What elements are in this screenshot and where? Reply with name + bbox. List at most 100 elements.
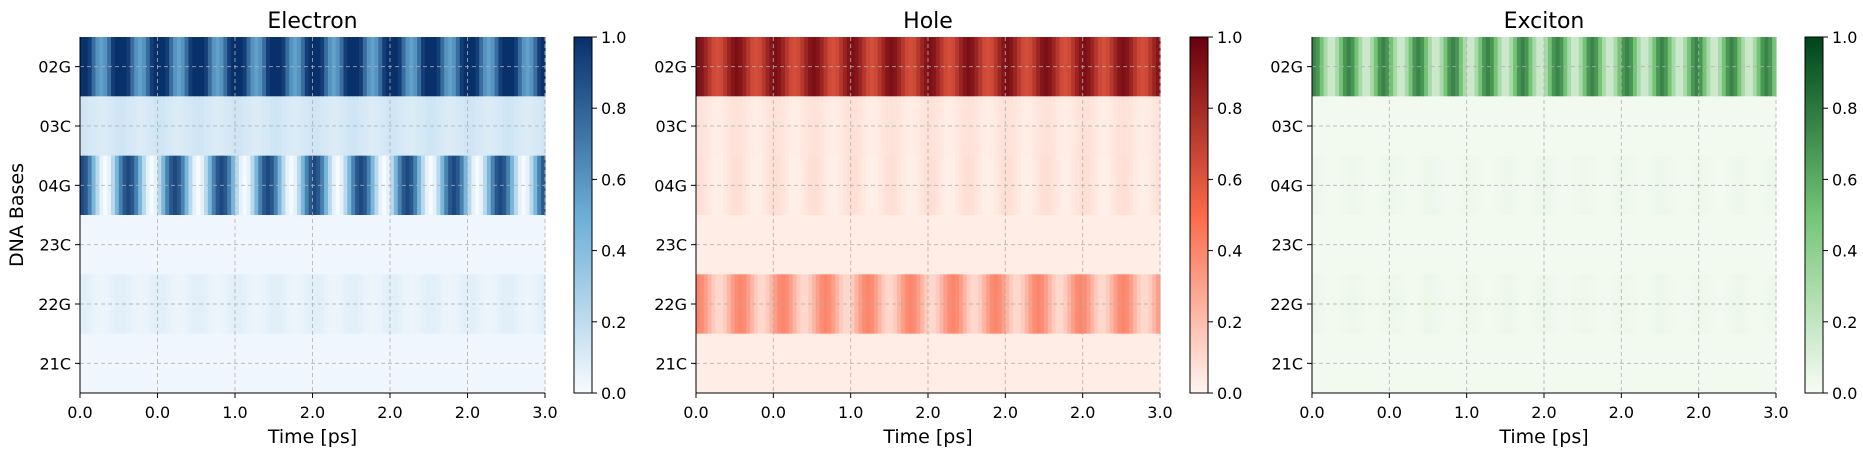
heatmap-cell xyxy=(1594,333,1599,394)
heatmap-cell xyxy=(525,274,531,335)
heatmap-cell xyxy=(378,215,383,275)
heatmap-cell xyxy=(993,37,999,97)
heatmap-cell xyxy=(138,274,143,335)
heatmap-cell xyxy=(1516,37,1522,97)
heatmap-cell xyxy=(1377,96,1383,157)
heatmap-cell xyxy=(1679,333,1684,394)
heatmap-cell xyxy=(1582,274,1588,335)
heatmap-cell xyxy=(273,155,279,216)
heatmap-cell xyxy=(440,96,445,157)
heatmap-cell xyxy=(1315,274,1321,335)
y-tick-label: 22G xyxy=(38,295,71,314)
heatmap-cell xyxy=(726,96,732,157)
heatmap-cell xyxy=(1001,37,1006,97)
heatmap-cell xyxy=(215,155,221,216)
heatmap-cell xyxy=(1574,37,1580,97)
heatmap-cell xyxy=(173,155,178,216)
heatmap-cell xyxy=(293,96,298,157)
heatmap-cell xyxy=(1636,96,1642,157)
heatmap-cell xyxy=(448,37,453,97)
panel-title: Exciton xyxy=(1504,9,1585,34)
heatmap-cell xyxy=(250,155,255,216)
heatmap-cell xyxy=(1342,333,1348,394)
heatmap-cell xyxy=(467,274,472,335)
heatmap-cell xyxy=(873,274,879,335)
heatmap-cell xyxy=(916,215,921,275)
heatmap-cell xyxy=(196,37,201,97)
heatmap-cell xyxy=(839,37,844,97)
heatmap-cell xyxy=(1055,155,1061,216)
heatmap-cell xyxy=(719,274,724,335)
heatmap-cell xyxy=(126,274,131,335)
heatmap-cell xyxy=(320,37,325,97)
heatmap-cell xyxy=(1342,96,1348,157)
heatmap-cell xyxy=(173,37,178,97)
heatmap-cell xyxy=(707,37,713,97)
heatmap-cell xyxy=(1574,155,1580,216)
heatmap-cell xyxy=(1497,155,1503,216)
heatmap-cell xyxy=(273,333,279,394)
x-tick-label: 2.0 xyxy=(1609,403,1634,422)
heatmap-cell xyxy=(726,333,732,394)
heatmap-cell xyxy=(1748,96,1754,157)
heatmap-cell xyxy=(1335,96,1340,157)
heatmap-cell xyxy=(812,96,817,157)
heatmap-cell xyxy=(1663,274,1669,335)
heatmap-cell xyxy=(1055,37,1061,97)
heatmap-cell xyxy=(467,333,472,394)
heatmap-cell xyxy=(510,274,515,335)
heatmap-cell xyxy=(1098,155,1103,216)
heatmap-cell xyxy=(138,96,143,157)
heatmap-cell xyxy=(266,155,271,216)
y-tick-label: 02G xyxy=(1270,58,1303,77)
heatmap-cell xyxy=(250,215,255,275)
colorbar-tick-label: 1.0 xyxy=(1832,28,1857,47)
heatmap-cell xyxy=(328,215,333,275)
heatmap-cell xyxy=(483,333,488,394)
heatmap-cell xyxy=(1412,333,1417,394)
heatmap-cell xyxy=(1428,215,1433,275)
heatmap-cell xyxy=(1435,333,1441,394)
heatmap-cell xyxy=(525,215,531,275)
heatmap-cell xyxy=(900,37,906,97)
heatmap-cell xyxy=(231,274,236,335)
heatmap-cell xyxy=(475,333,480,394)
heatmap-cell xyxy=(1001,333,1006,394)
panel-hole: 0.0 0.0 1.0 2.0 2.0 2.0 3.0 02G 03C 04G 23C 22G 21C H… xyxy=(654,9,1242,448)
heatmap-cell xyxy=(215,215,221,275)
heatmap-cell xyxy=(1470,333,1475,394)
heatmap-cell xyxy=(1482,37,1487,97)
heatmap-cell xyxy=(1524,96,1530,157)
heatmap-cell xyxy=(1420,96,1425,157)
heatmap-cell xyxy=(1028,96,1033,157)
heatmap-cell xyxy=(873,96,879,157)
y-tick-label: 02G xyxy=(654,58,687,77)
heatmap-cell xyxy=(719,37,724,97)
heatmap-cell xyxy=(83,215,89,275)
heatmap-cell xyxy=(335,333,341,394)
heatmap-cell xyxy=(1132,333,1138,394)
heatmap-cell xyxy=(1001,274,1006,335)
heatmap-cell xyxy=(1090,215,1095,275)
heatmap-cell xyxy=(1036,155,1041,216)
heatmap-cell xyxy=(273,274,279,335)
heatmap-cell xyxy=(432,333,438,394)
heatmap-cell xyxy=(1706,274,1711,335)
heatmap-cell xyxy=(1125,274,1130,335)
heatmap-cell xyxy=(1617,37,1622,97)
heatmap-cell xyxy=(1370,333,1375,394)
heatmap-cell xyxy=(1644,333,1649,394)
heatmap-cell xyxy=(273,96,279,157)
heatmap-cell xyxy=(343,37,348,97)
heatmap-cell xyxy=(754,274,759,335)
heatmap-cell xyxy=(1435,274,1441,335)
heatmap-cell xyxy=(958,37,964,97)
heatmap-cell xyxy=(1063,215,1068,275)
heatmap-cell xyxy=(1370,155,1375,216)
heatmap-cell xyxy=(231,37,236,97)
heatmap-cell xyxy=(1047,333,1053,394)
heatmap-cell xyxy=(1559,96,1564,157)
heatmap-cell xyxy=(1636,215,1642,275)
heatmap-cell xyxy=(196,333,201,394)
heatmap-cell xyxy=(1125,215,1130,275)
